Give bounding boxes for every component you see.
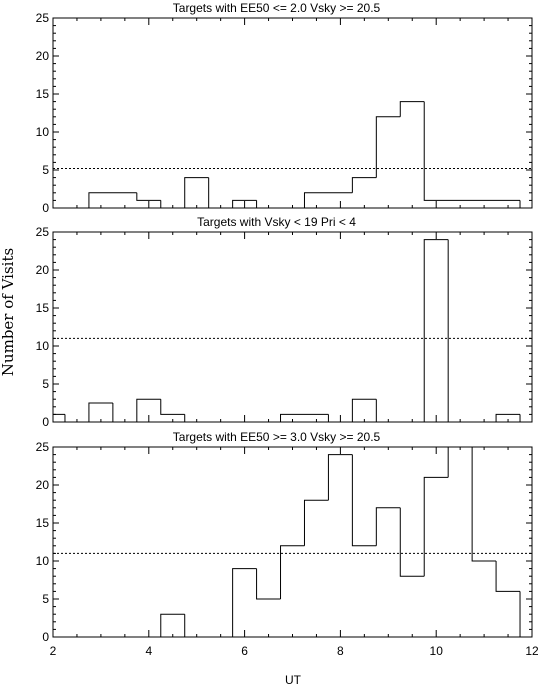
histogram-bin (399, 101, 425, 117)
plot-frame (52, 231, 533, 423)
y-tick-label: 15 (36, 87, 50, 101)
histogram-bin (184, 614, 233, 638)
panel-3: Targets with EE50 >= 3.0 Vsky >= 20.5 0 5 1… (36, 430, 538, 658)
histogram-bin (208, 177, 233, 209)
histogram-bin (160, 613, 185, 637)
histogram-bin (327, 454, 353, 501)
histogram-bin (88, 192, 137, 208)
x-tick-label: 10 (430, 644, 444, 658)
y-tick-label: 25 (36, 11, 50, 25)
x-tick-label: 6 (241, 644, 248, 658)
histogram-bin (375, 399, 425, 423)
histogram-bin (471, 447, 497, 562)
x-tick-label: 8 (337, 644, 344, 658)
y-tick-label: 0 (42, 415, 49, 429)
histogram-bin (160, 200, 185, 209)
histogram-bin (351, 454, 377, 547)
y-tick-label: 20 (36, 263, 50, 277)
histogram-bin (351, 398, 377, 422)
histogram-bin (423, 239, 449, 422)
y-tick-label: 20 (36, 478, 50, 492)
histogram-bin (256, 568, 281, 600)
histogram-bin (52, 413, 65, 422)
y-tick-label: 15 (36, 301, 50, 315)
x-tick-label: 12 (525, 644, 538, 658)
y-tick-label: 15 (36, 516, 50, 530)
histogram-bin (447, 239, 497, 423)
histogram-bin (232, 568, 257, 637)
histogram-bin (136, 398, 161, 422)
histogram-bin (327, 414, 353, 423)
x-tick-label: 4 (145, 644, 152, 658)
histogram-bin (423, 101, 521, 201)
y-tick-label: 10 (36, 125, 50, 139)
panel-title: Targets with EE50 >= 3.0 Vsky >= 20.5 (173, 430, 381, 444)
y-tick-label: 0 (42, 630, 49, 644)
histogram-bin (280, 545, 305, 599)
y-tick-label: 0 (42, 201, 49, 215)
y-tick-label: 25 (36, 440, 50, 454)
histogram-bin (303, 499, 329, 546)
histogram-bin (375, 116, 401, 178)
panel-title: Targets with Vsky < 19 Pri < 4 (197, 215, 356, 229)
histogram-bin (375, 507, 401, 546)
plot-frame (52, 446, 533, 638)
histogram-bin (399, 507, 425, 577)
panel-1: Targets with EE50 <= 2.0 Vsky >= 20.5 0 5 1… (36, 1, 533, 215)
y-axis-label: Number of Visits (0, 248, 17, 376)
plot-frame (52, 17, 533, 209)
x-tick-label: 2 (50, 644, 57, 658)
panel-title: Targets with EE50 <= 2.0 Vsky >= 20.5 (173, 1, 381, 15)
histogram-bin (136, 192, 161, 201)
histogram-bin (495, 561, 521, 592)
y-tick-label: 10 (36, 554, 50, 568)
histogram-bin (303, 192, 353, 208)
histogram-bin (447, 446, 473, 478)
histogram-bin (232, 199, 257, 208)
y-tick-label: 5 (42, 592, 49, 606)
panel-2: Targets with Vsky < 19 Pri < 4 0 5 10 15 20 25 (36, 215, 533, 429)
histogram-bin (64, 414, 89, 423)
y-tick-label: 5 (42, 377, 49, 391)
y-tick-label: 5 (42, 163, 49, 177)
histogram-bin (160, 399, 185, 415)
y-tick-label: 25 (36, 225, 50, 239)
histogram-bin (112, 403, 137, 423)
histogram-bin (184, 414, 209, 423)
y-tick-label: 10 (36, 339, 50, 353)
histogram-bin (256, 200, 281, 209)
x-axis-label: UT (285, 673, 302, 687)
histogram-bin (351, 177, 377, 193)
histogram-bin (184, 177, 209, 208)
histogram-bin (495, 413, 521, 422)
histogram-bin (88, 402, 113, 422)
histogram-bin (423, 476, 449, 577)
y-tick-label: 20 (36, 49, 50, 63)
histogram-bin (280, 413, 329, 422)
